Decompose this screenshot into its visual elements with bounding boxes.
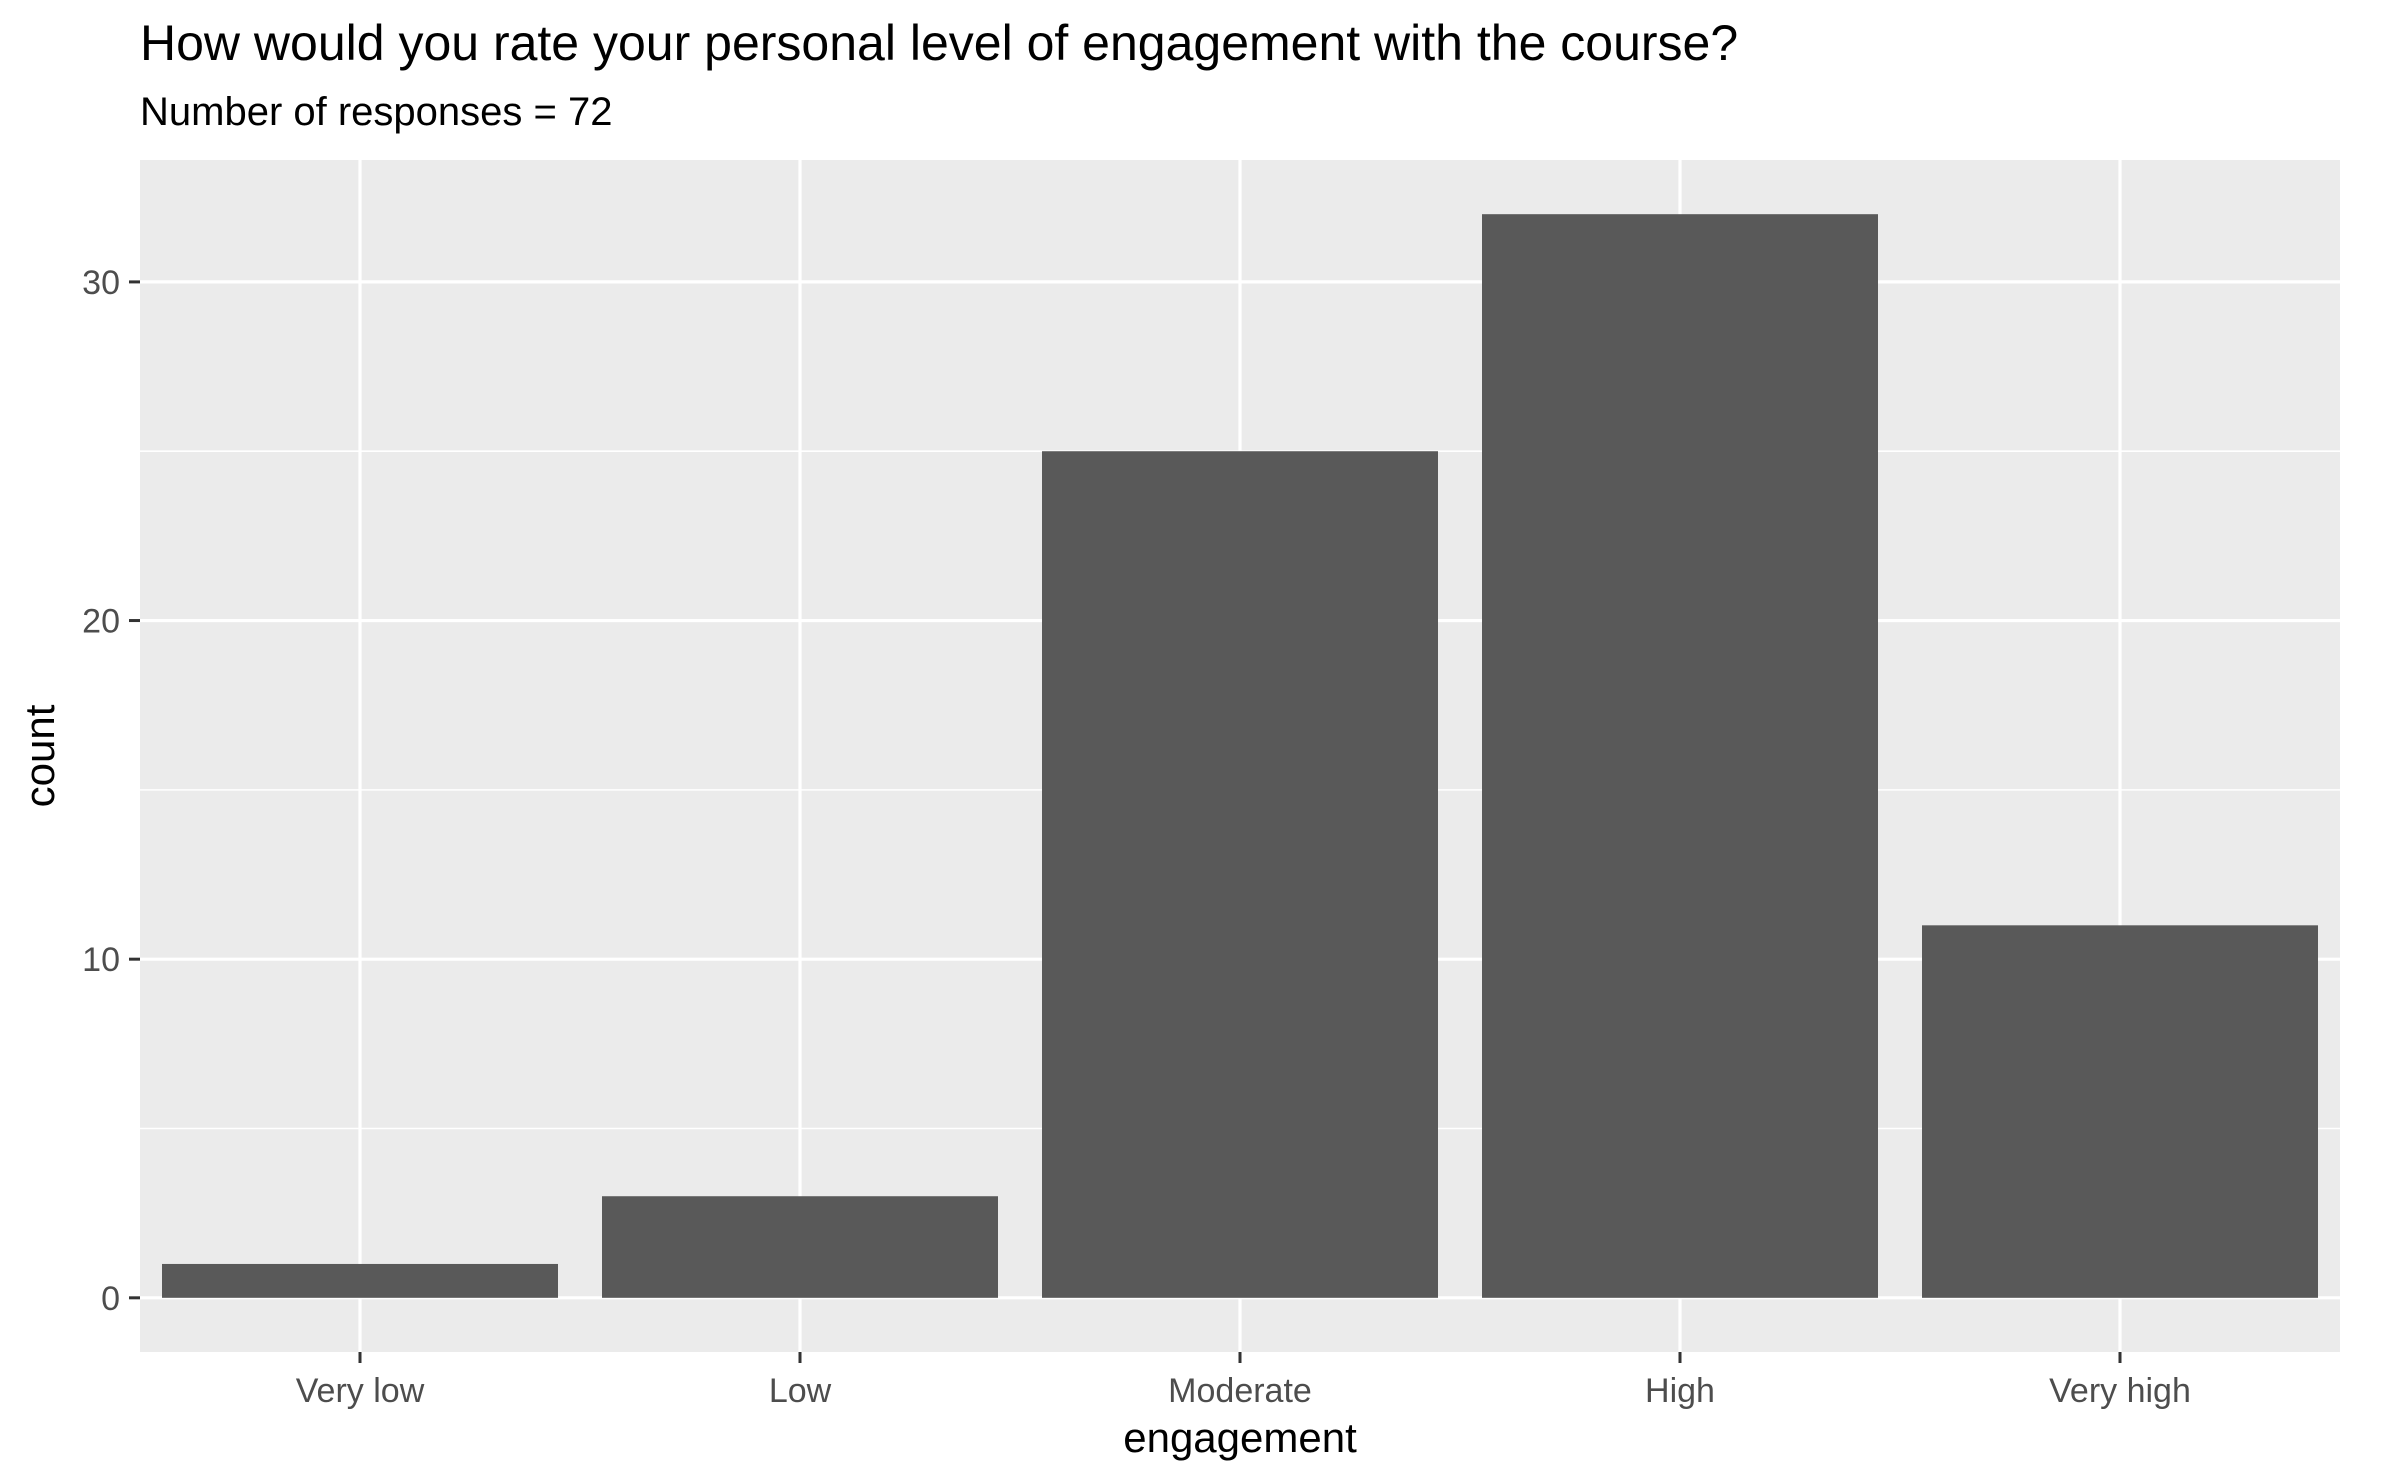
x-tick-label: Low — [769, 1372, 832, 1410]
x-tick-label: Very low — [296, 1372, 425, 1410]
x-tick-label: Moderate — [1168, 1372, 1312, 1410]
bar — [1482, 214, 1878, 1298]
bar — [162, 1263, 558, 1298]
chart-subtitle: Number of responses = 72 — [140, 90, 613, 134]
y-tick-label: 0 — [101, 1280, 120, 1318]
x-axis-title: engagement — [1123, 1414, 1357, 1461]
y-tick-label: 20 — [82, 603, 120, 641]
x-tick-label: High — [1645, 1372, 1715, 1410]
y-axis-title: count — [16, 704, 63, 807]
bar — [1922, 925, 2318, 1298]
bars — [162, 214, 2318, 1298]
chart-title: How would you rate your personal level o… — [140, 15, 1739, 71]
y-tick-label: 10 — [82, 941, 120, 979]
x-tick-label: Very high — [2049, 1372, 2191, 1410]
y-tick-label: 30 — [82, 264, 120, 302]
bar — [1042, 451, 1438, 1298]
axes: 0 10 20 30 Very low Low Moderate High Very high — [82, 264, 2191, 1410]
bar — [602, 1196, 998, 1298]
